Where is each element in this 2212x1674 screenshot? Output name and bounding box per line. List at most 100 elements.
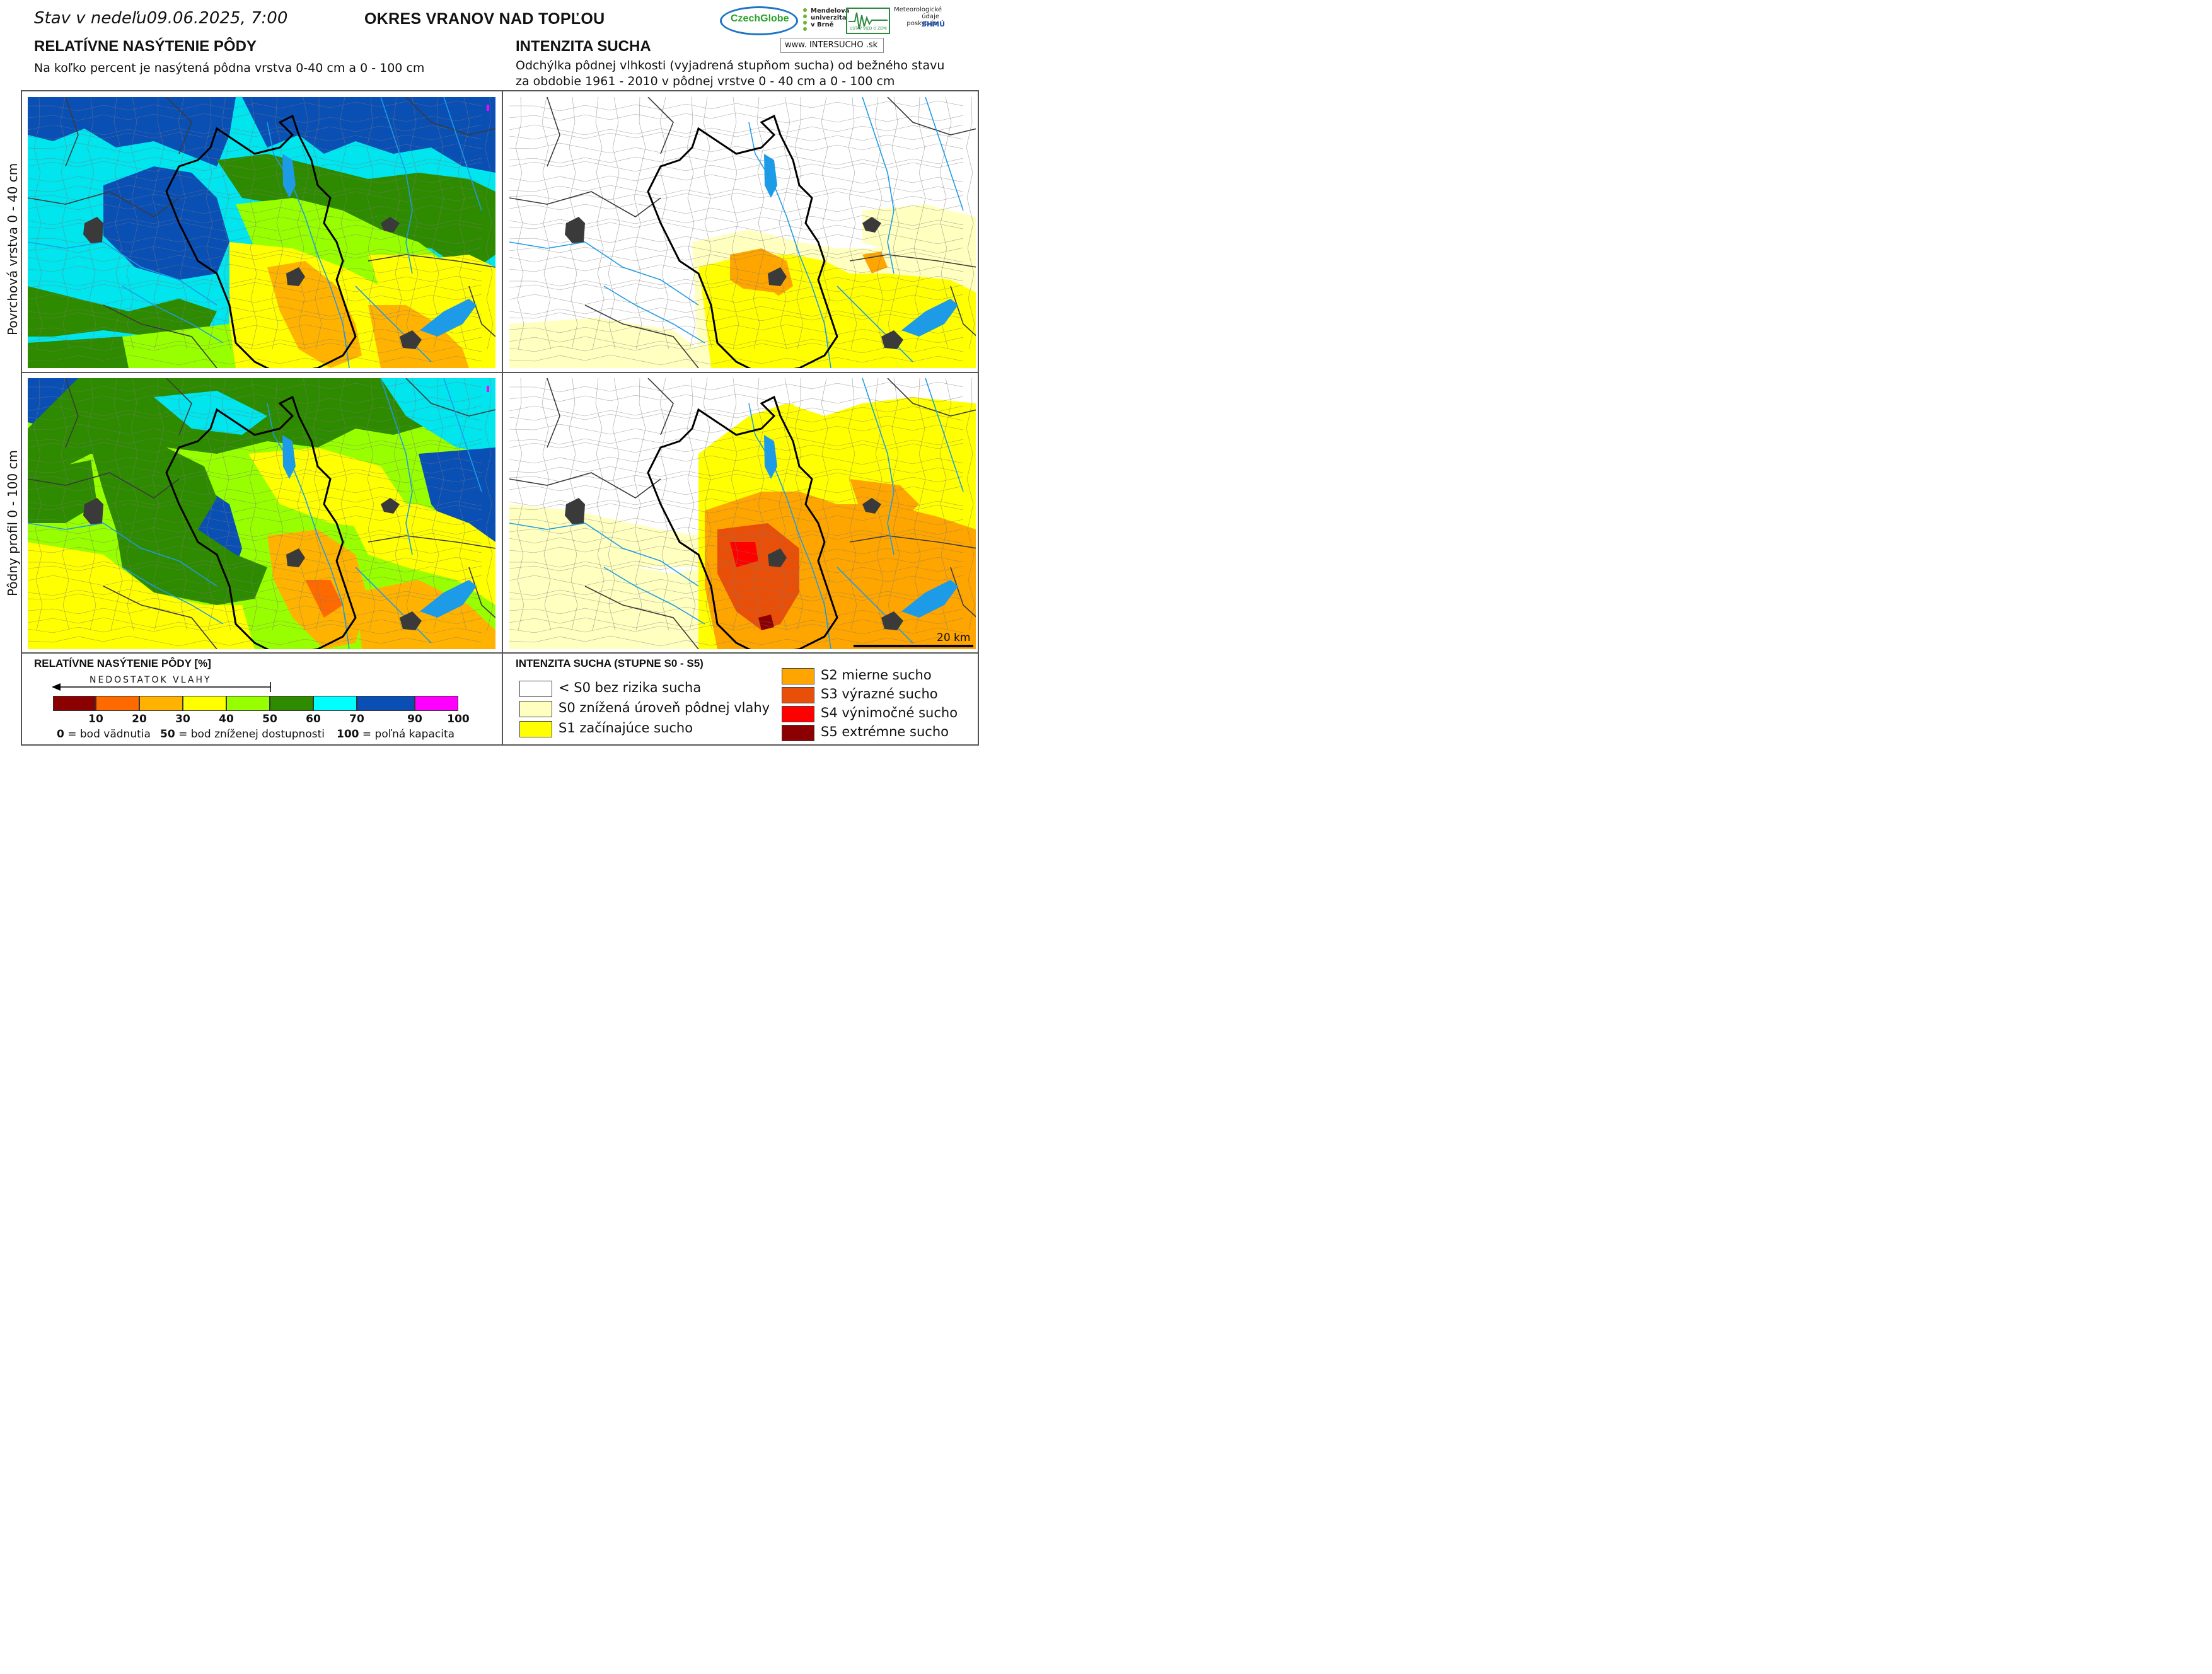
- district-boundary: [950, 567, 976, 618]
- municipality-boundary: [28, 484, 482, 495]
- municipality-boundary: [753, 97, 765, 350]
- map-color-class: [888, 441, 976, 517]
- municipality-boundary: [110, 97, 123, 350]
- municipality-boundary: [221, 97, 231, 350]
- map-color-class: [343, 504, 495, 605]
- river: [28, 241, 217, 306]
- municipality-boundary: [28, 466, 482, 477]
- municipality-boundary: [592, 97, 605, 350]
- drought-legend-swatch: [782, 725, 814, 741]
- map-drought-topsoil-svg: [509, 97, 976, 368]
- municipality-boundary: [703, 97, 713, 350]
- map-color-class: [730, 542, 758, 567]
- municipality-boundary: [271, 97, 284, 350]
- district-outline: [647, 114, 838, 368]
- colorbar-tick-label: 40: [219, 713, 234, 725]
- colorbar-class-60-70: [313, 696, 357, 711]
- shmu-logo: SHMÚ: [922, 20, 946, 28]
- town-humenne: [862, 217, 881, 233]
- municipality-boundary: [28, 436, 482, 447]
- municipality-boundary: [509, 124, 964, 136]
- river: [443, 97, 482, 211]
- municipality-boundary: [28, 312, 482, 323]
- municipality-boundary: [28, 526, 482, 538]
- map-color-class: [509, 555, 711, 649]
- municipality-boundary: [313, 97, 322, 350]
- map-saturation-profile: [28, 378, 495, 649]
- municipality-boundary: [541, 378, 552, 631]
- no-data-marker: [487, 105, 489, 111]
- municipality-boundary: [271, 378, 284, 631]
- municipality-boundary: [248, 378, 258, 631]
- legend-note-wilting: 0 = bod vädnutia: [57, 728, 151, 741]
- district-boundary: [368, 254, 495, 268]
- district-outline: [647, 395, 838, 649]
- reservoir-domasa: [282, 154, 296, 198]
- frame-divider-legend: [21, 652, 979, 654]
- colorbar-tick-label: 60: [306, 713, 321, 725]
- municipality-boundary: [515, 97, 524, 350]
- district-boundary: [849, 254, 976, 268]
- reservoir-zemplinska-sirava: [901, 580, 958, 618]
- municipality-boundary: [509, 484, 964, 495]
- colorbar-tick-label: 70: [349, 713, 364, 725]
- figure-frame: [21, 90, 979, 746]
- municipality-boundary: [366, 378, 376, 631]
- river: [925, 97, 964, 211]
- town-michalovce: [400, 611, 422, 630]
- municipality-boundary: [509, 203, 964, 214]
- river: [28, 522, 217, 587]
- municipality-boundary: [509, 191, 964, 202]
- colorbar-class-30-40: [183, 696, 226, 711]
- town-svidnik: [83, 498, 103, 524]
- municipality-boundary: [484, 97, 494, 350]
- municipality-boundary: [509, 502, 964, 514]
- district-outline: [165, 395, 357, 649]
- drought-legend-label: S0 znížená úroveň pôdnej vlahy: [559, 700, 770, 715]
- municipality-boundary: [28, 405, 482, 417]
- municipality-boundary: [686, 378, 696, 631]
- colorbar-class-90-100: [415, 696, 458, 711]
- municipality-boundary: [509, 142, 964, 154]
- row-label-top: Povrchová vrstva 0 - 40 cm: [5, 163, 20, 335]
- municipality-boundary: [509, 185, 964, 196]
- river: [509, 522, 699, 587]
- municipality-boundary: [509, 312, 964, 323]
- municipality-boundary: [509, 575, 964, 586]
- town-michalovce: [881, 330, 903, 349]
- municipality-boundary: [541, 97, 552, 350]
- municipality-boundary: [779, 97, 791, 350]
- town-vranov: [768, 267, 787, 286]
- river: [267, 403, 350, 649]
- municipality-boundary: [28, 233, 482, 245]
- map-color-class: [711, 286, 799, 368]
- municipality-boundary: [60, 97, 70, 350]
- rivers: [509, 97, 964, 368]
- municipality-boundary: [509, 454, 964, 465]
- town-vranov: [286, 548, 305, 567]
- municipality-boundary: [686, 97, 696, 350]
- saturation-legend-title: RELATÍVNE NASÝTENIE PÔDY [%]: [34, 657, 211, 669]
- municipality-boundary: [509, 381, 964, 393]
- municipality-boundary: [634, 97, 646, 350]
- district-boundary: [547, 97, 560, 167]
- map-color-class: [419, 447, 495, 542]
- reservoir-domasa: [764, 435, 777, 479]
- municipality-boundaries: [28, 97, 494, 366]
- reservoir-zemplinska-sirava: [420, 299, 477, 337]
- municipality-boundary: [509, 405, 964, 417]
- legend-note-capacity: 100 = poľná kapacita: [337, 728, 455, 741]
- district-boundaries: [28, 378, 495, 649]
- municipality-boundary: [28, 545, 482, 556]
- map-color-class: [368, 255, 495, 311]
- river: [837, 567, 913, 644]
- municipality-boundary: [28, 381, 482, 393]
- municipality-boundary: [28, 154, 482, 166]
- rivers: [509, 378, 964, 649]
- municipality-boundary: [848, 378, 857, 631]
- municipality-boundary: [848, 97, 857, 350]
- municipality-boundary: [888, 378, 900, 631]
- municipality-boundary: [33, 97, 43, 350]
- district-boundary: [65, 378, 79, 448]
- municipality-boundary: [592, 378, 605, 631]
